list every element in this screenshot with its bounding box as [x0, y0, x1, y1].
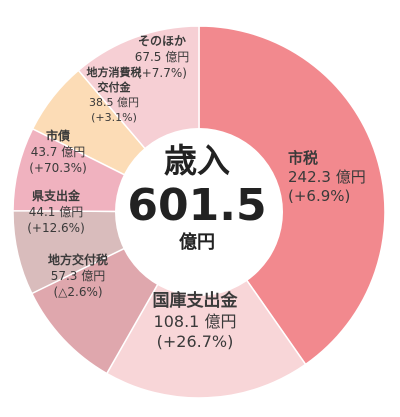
slice-kokko-change-label: (+26.7%)	[157, 332, 234, 351]
slice-sonohoka-change-label: (+7.7%)	[137, 66, 187, 80]
slice-shizei	[198, 25, 386, 366]
slice-kokko	[105, 210, 307, 399]
slice-shizei-value-label: 242.3 億円	[288, 168, 366, 186]
slice-shisai-name-label: 市債	[46, 128, 70, 143]
slice-koufuzei-name-label: 地方交付税	[48, 252, 108, 267]
slice-sonohoka-value-label: 67.5 億円	[135, 50, 190, 64]
center-total-unit: 億円	[179, 231, 215, 253]
slice-kokko-name-label: 国庫支出金	[153, 290, 239, 311]
center-title: 歳入	[164, 141, 230, 180]
slice-shisai-change-label: (+70.3%)	[29, 161, 87, 175]
slice-koufuzei-change-label: (△2.6%)	[53, 285, 102, 299]
slice-kenshishutsu-change-label: (+12.6%)	[27, 221, 85, 235]
slice-kenshishutsu-value-label: 44.1 億円	[29, 205, 84, 219]
pie-slices	[12, 25, 386, 399]
slice-shizei-name-label: 市税	[288, 149, 318, 167]
slice-shisai-value-label: 43.7 億円	[31, 145, 86, 159]
slice-shohizei-value-label: 38.5 億円	[89, 96, 139, 109]
slice-kenshishutsu-name-label: 県支出金	[32, 188, 81, 203]
center-hole	[115, 128, 283, 296]
slice-kokko-value-label: 108.1 億円	[154, 312, 237, 331]
slice-sonohoka-name-label: そのほか	[138, 34, 186, 48]
center-total-value: 601.5	[127, 180, 266, 231]
slice-shohizei-name-label: 地方消費税	[87, 65, 142, 79]
slice-shohizei-change-label: (+3.1%)	[91, 111, 137, 124]
slice-shizei-change-label: (+6.9%)	[288, 187, 350, 205]
slice-koufuzei-value-label: 57.3 億円	[51, 269, 106, 283]
slice-shohizei-name-label: 交付金	[98, 80, 132, 94]
